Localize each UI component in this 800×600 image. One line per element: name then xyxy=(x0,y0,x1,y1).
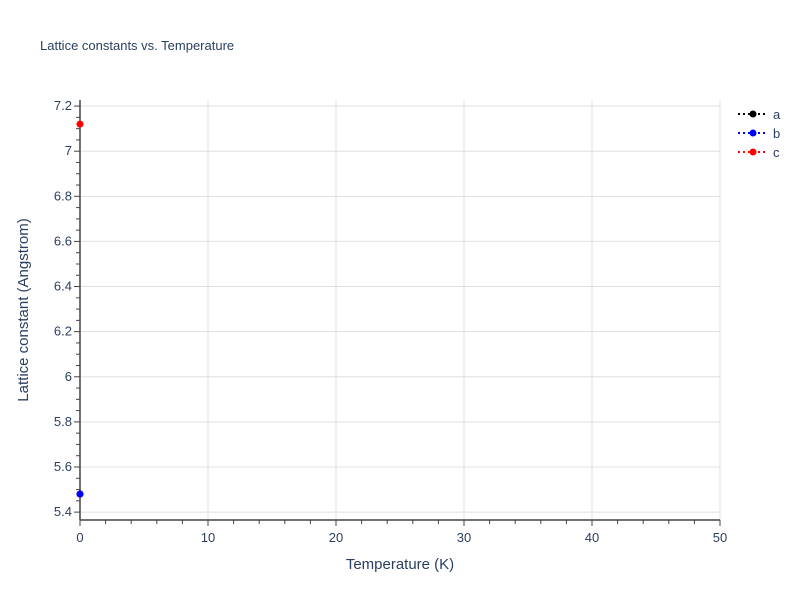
y-tick-label: 7 xyxy=(65,143,72,158)
legend-label-a[interactable]: a xyxy=(773,107,781,122)
y-tick-label: 6 xyxy=(65,369,72,384)
data-points xyxy=(76,120,84,498)
grid xyxy=(80,100,721,520)
y-tick-label: 6.2 xyxy=(54,324,72,339)
x-tick-label: 10 xyxy=(201,530,215,545)
y-tick-labels: 5.4 5.6 5.8 6 6.2 6.4 6.6 6.8 7 7.2 xyxy=(54,98,72,519)
x-axis-title: Temperature (K) xyxy=(346,556,454,573)
x-tick-label: 0 xyxy=(76,530,83,545)
y-tick-label: 5.4 xyxy=(54,504,72,519)
legend[interactable]: abc xyxy=(738,107,781,160)
x-tick-label: 50 xyxy=(713,530,727,545)
y-tick-label: 6.8 xyxy=(54,188,72,203)
y-tick-label: 6.6 xyxy=(54,233,72,248)
y-tick-label: 5.6 xyxy=(54,459,72,474)
legend-marker-b[interactable] xyxy=(749,129,757,137)
legend-marker-a[interactable] xyxy=(749,110,757,118)
legend-label-c[interactable]: c xyxy=(773,145,780,160)
legend-marker-c[interactable] xyxy=(749,148,757,156)
data-point-b xyxy=(76,490,84,498)
x-tick-label: 40 xyxy=(585,530,599,545)
x-tick-label: 30 xyxy=(457,530,471,545)
x-tick-label: 20 xyxy=(329,530,343,545)
y-tick-label: 5.8 xyxy=(54,414,72,429)
legend-label-b[interactable]: b xyxy=(773,126,780,141)
chart-title: Lattice constants vs. Temperature xyxy=(40,38,234,53)
y-tick-label: 7.2 xyxy=(54,98,72,113)
axes xyxy=(74,100,721,526)
x-tick-labels: 0 10 20 30 40 50 xyxy=(76,530,727,545)
data-point-c xyxy=(76,120,84,128)
y-tick-label: 6.4 xyxy=(54,279,72,294)
y-axis-title: Lattice constant (Angstrom) xyxy=(15,218,32,401)
